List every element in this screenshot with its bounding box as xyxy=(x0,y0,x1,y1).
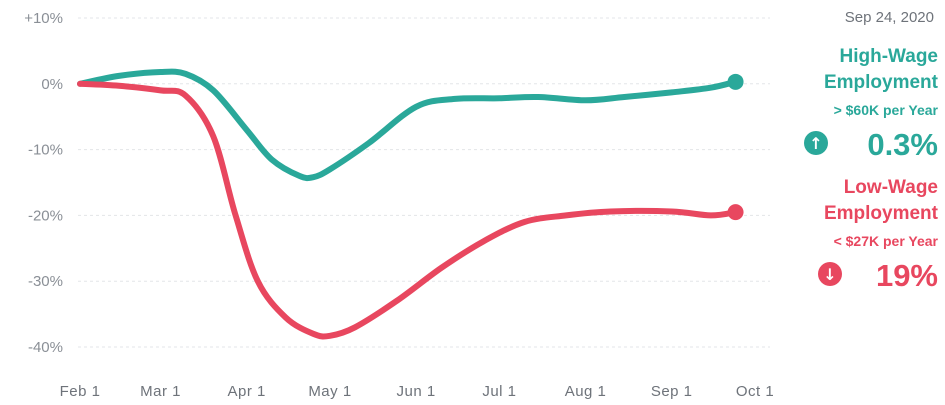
series-lines xyxy=(77,68,744,340)
high-wage-endpoint xyxy=(727,73,744,90)
x-tick-label: Oct 1 xyxy=(736,383,774,400)
x-tick-label: Mar 1 xyxy=(140,383,181,400)
gridlines xyxy=(78,17,770,348)
legend-high-wage: High-Wage Employment > $60K per Year ↑ 0… xyxy=(804,46,939,162)
x-tick-label: May 1 xyxy=(308,383,351,400)
y-tick-label: 0% xyxy=(41,76,63,93)
high-wage-line xyxy=(77,68,739,182)
low-wage-endpoint xyxy=(727,204,744,221)
legend-high-title-line2: Employment xyxy=(824,72,939,93)
y-axis-ticks: +10% 0% -10% -20% -30% -40% xyxy=(24,10,63,356)
svg-text:↓: ↓ xyxy=(823,265,836,284)
x-axis-ticks: Feb 1 Mar 1 Apr 1 May 1 Jun 1 Jul 1 Aug 1 Sep 1… xyxy=(60,383,774,400)
y-tick-label: -10% xyxy=(28,142,63,159)
x-tick-label: Apr 1 xyxy=(227,383,265,400)
svg-text:↑: ↑ xyxy=(809,134,822,153)
legend-low-value: 19% xyxy=(876,258,938,293)
arrow-up-icon: ↑ xyxy=(804,131,828,155)
date-label: Sep 24, 2020 xyxy=(845,9,934,26)
legend-low-subtitle: < $27K per Year xyxy=(834,233,939,249)
y-tick-label: -40% xyxy=(28,339,63,356)
low-wage-line xyxy=(77,80,739,340)
x-tick-label: Aug 1 xyxy=(565,383,607,400)
y-tick-label: -30% xyxy=(28,273,63,290)
legend-low-title-line1: Low-Wage xyxy=(844,177,938,198)
y-tick-label: +10% xyxy=(24,10,63,27)
x-tick-label: Jul 1 xyxy=(482,383,516,400)
x-tick-label: Sep 1 xyxy=(651,383,693,400)
x-tick-label: Jun 1 xyxy=(397,383,436,400)
y-tick-label: -20% xyxy=(28,207,63,224)
arrow-down-icon: ↓ xyxy=(818,262,842,286)
legend-high-subtitle: > $60K per Year xyxy=(834,102,939,118)
legend-low-title-line2: Employment xyxy=(824,203,939,224)
x-tick-label: Feb 1 xyxy=(60,383,101,400)
legend-low-wage: Low-Wage Employment < $27K per Year ↓ 19… xyxy=(818,177,939,293)
legend-high-value: 0.3% xyxy=(867,127,938,162)
legend-high-title-line1: High-Wage xyxy=(839,46,938,67)
